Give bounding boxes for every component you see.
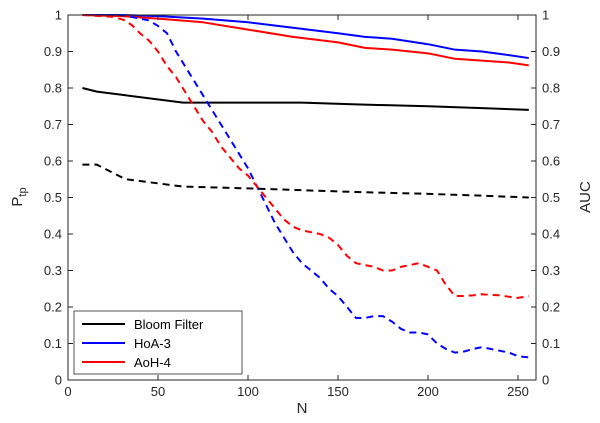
series-line-bloom-filter-solid (82, 87, 529, 111)
series-line-hoa-3-dashed (82, 14, 529, 359)
y-tick-label-left: 1 (55, 8, 62, 23)
y-tick-label-right: 0.6 (542, 154, 560, 169)
y-tick-label-right: 1 (542, 8, 549, 23)
x-tick-label: 150 (327, 384, 349, 399)
x-tick-label: 250 (507, 384, 529, 399)
x-tick-label: 50 (151, 384, 165, 399)
x-tick-label: 200 (417, 384, 439, 399)
y-tick-label-left: 0.9 (44, 44, 62, 59)
y-tick-label-right: 0.4 (542, 227, 560, 242)
y-axis-left-label-subscript: tp (17, 187, 29, 196)
y-tick-label-left: 0.6 (44, 154, 62, 169)
legend-label-aoh-4: AoH-4 (134, 355, 171, 370)
series-line-hoa-3-solid (82, 14, 529, 60)
y-tick-label-left: 0.2 (44, 300, 62, 315)
legend-label-bloom-filter: Bloom Filter (134, 317, 204, 332)
legend-label-hoa-3: HoA-3 (134, 336, 171, 351)
y-tick-label-left: 0.7 (44, 117, 62, 132)
series-layer (82, 14, 529, 359)
y-tick-label-right: 0 (542, 373, 549, 388)
x-tick-label: 0 (64, 384, 71, 399)
x-axis-label: N (297, 400, 308, 417)
series-line-bloom-filter-dashed (82, 163, 529, 199)
y-axis-right-label: AUC (577, 181, 594, 213)
legend: Bloom Filter HoA-3 AoH-4 (73, 310, 243, 375)
y-tick-label-left: 0.4 (44, 227, 62, 242)
y-axis-left-label-main: P (9, 197, 26, 207)
y-tick-label-right: 0.5 (542, 190, 560, 205)
y-tick-label-left: 0.5 (44, 190, 62, 205)
x-tick-label: 100 (237, 384, 259, 399)
y-tick-label-right: 0.9 (542, 44, 560, 59)
y-tick-label-right: 0.1 (542, 336, 560, 351)
y-tick-label-right: 0.8 (542, 81, 560, 96)
y-tick-label-right: 0.3 (542, 263, 560, 278)
y-tick-label-left: 0.3 (44, 263, 62, 278)
y-tick-label-left: 0.1 (44, 336, 62, 351)
y-axis-left-label: Ptp (9, 187, 29, 206)
y-tick-label-right: 0.7 (542, 117, 560, 132)
y-tick-label-left: 0 (55, 373, 62, 388)
series-line-aoh-4-solid (82, 14, 529, 67)
y-tick-label-right: 0.2 (542, 300, 560, 315)
y-tick-label-left: 0.8 (44, 81, 62, 96)
